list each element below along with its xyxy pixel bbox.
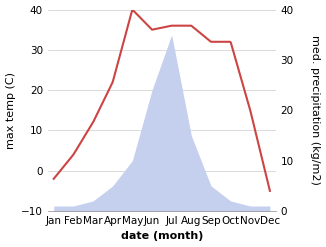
Y-axis label: max temp (C): max temp (C) <box>6 72 16 149</box>
Y-axis label: med. precipitation (kg/m2): med. precipitation (kg/m2) <box>310 35 320 185</box>
X-axis label: date (month): date (month) <box>121 231 203 242</box>
